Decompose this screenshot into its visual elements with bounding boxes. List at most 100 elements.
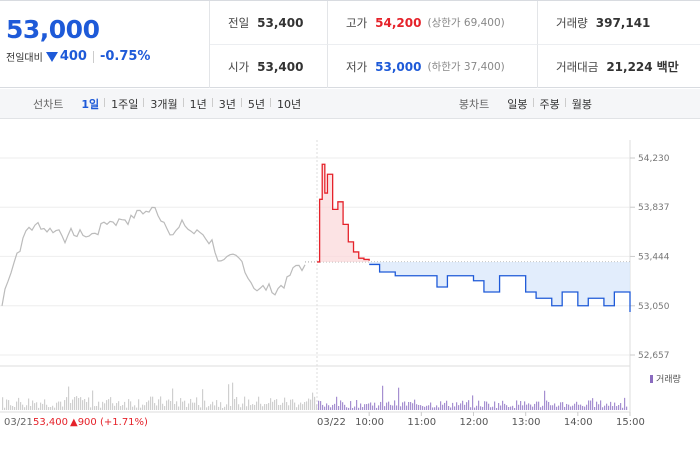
volume-bar xyxy=(148,400,149,410)
change-row: 전일대비 400 -0.75% xyxy=(6,49,209,64)
volume-bar xyxy=(220,402,221,410)
x-tick-label: 03/22 xyxy=(317,417,346,428)
volume-legend: 거래량 xyxy=(650,373,681,385)
volume-bar xyxy=(230,406,231,410)
volume-bar xyxy=(156,405,157,410)
volume-bar xyxy=(622,408,623,410)
volume-bar xyxy=(32,401,33,410)
volume-bar xyxy=(566,404,567,410)
volume-bar xyxy=(386,403,387,410)
volume-bar xyxy=(376,408,377,410)
volume-bar xyxy=(56,403,57,410)
volume-bar xyxy=(432,407,433,410)
volume-bar xyxy=(130,401,131,410)
volume-bar xyxy=(506,405,507,410)
volume-bar xyxy=(380,402,381,410)
candle-monthly[interactable]: 월봉 xyxy=(566,96,598,112)
volume-bar xyxy=(312,393,313,410)
volume-bar xyxy=(504,404,505,410)
volume-bar xyxy=(580,405,581,410)
period-1w[interactable]: 1주일 xyxy=(105,96,144,112)
period-3y[interactable]: 3년 xyxy=(213,96,242,112)
volume-bar xyxy=(558,406,559,410)
volume-bar xyxy=(392,406,393,410)
volume-bar xyxy=(36,402,37,410)
x-tick-label: 14:00 xyxy=(564,417,593,428)
volume-bar xyxy=(52,406,53,410)
volume-bar xyxy=(520,401,521,410)
volume-bar xyxy=(54,408,55,410)
volume-bar xyxy=(556,407,557,410)
candle-daily[interactable]: 일봉 xyxy=(501,96,533,112)
volume-bar xyxy=(366,404,367,410)
volume-bar xyxy=(422,406,423,410)
intraday-chart[interactable]: 54,230 53,837 53,444 53,050 52,657 03/22 10:0… xyxy=(0,120,700,450)
volume-bar xyxy=(508,407,509,410)
y-tick-label: 53,444 xyxy=(638,252,670,262)
volume-bar xyxy=(498,403,499,410)
volume-bar xyxy=(368,403,369,410)
candle-chart-label: 봉차트 xyxy=(459,96,489,112)
price-series xyxy=(2,164,630,312)
volume-bar xyxy=(616,406,617,410)
volume-bar xyxy=(450,407,451,410)
volume-bar xyxy=(50,407,51,410)
y-axis: 54,230 53,837 53,444 53,050 52,657 xyxy=(630,154,670,361)
volume-bar xyxy=(166,401,167,410)
volume-bar xyxy=(228,384,229,410)
volume-bar xyxy=(16,402,17,410)
volume-bar xyxy=(198,405,199,410)
volume-bar xyxy=(282,403,283,410)
volume-bar xyxy=(346,407,347,410)
volume-bar xyxy=(578,405,579,410)
prev-day-rate: (+1.71%) xyxy=(100,417,148,428)
volume-bar xyxy=(522,405,523,410)
period-1y[interactable]: 1년 xyxy=(184,96,213,112)
stat-open: 시가 53,400 xyxy=(210,45,327,88)
volume-bar xyxy=(398,388,399,410)
volume-bar xyxy=(60,402,61,410)
volume-bar xyxy=(286,402,287,410)
volume-bar xyxy=(90,407,91,410)
stats-grid: 전일 53,400 고가 54,200 (상한가 69,400) 거래량 397… xyxy=(210,1,700,87)
stat-label: 고가 xyxy=(346,15,367,31)
volume-bar xyxy=(310,400,311,410)
change-value: 400 xyxy=(60,49,87,64)
volume-bar xyxy=(124,402,125,410)
volume-bar xyxy=(106,400,107,410)
volume-bar xyxy=(202,389,203,410)
volume-bar xyxy=(490,407,491,410)
volume-bar xyxy=(510,407,511,410)
prev-day-change: ▲900 xyxy=(70,417,97,428)
period-1d[interactable]: 1일 xyxy=(75,96,105,112)
volume-bar xyxy=(406,406,407,410)
volume-bar xyxy=(232,383,233,410)
volume-bar xyxy=(416,404,417,410)
volume-bar xyxy=(122,405,123,410)
volume-bar xyxy=(240,407,241,410)
volume-bar xyxy=(182,402,183,410)
volume-bar xyxy=(162,404,163,410)
volume-bar xyxy=(290,400,291,410)
volume-bar xyxy=(602,407,603,410)
volume-bar xyxy=(200,407,201,410)
volume-bar xyxy=(158,399,159,410)
volume-bar xyxy=(174,404,175,410)
volume-bar xyxy=(64,400,65,410)
volume-bar xyxy=(190,399,191,410)
period-3m[interactable]: 3개월 xyxy=(144,96,183,112)
period-10y[interactable]: 10년 xyxy=(271,96,307,112)
volume-bar xyxy=(418,405,419,410)
volume-bar xyxy=(10,405,11,410)
volume-bar xyxy=(442,405,443,410)
volume-bar xyxy=(484,401,485,410)
volume-bar xyxy=(302,404,303,410)
volume-bar xyxy=(164,406,165,410)
stat-volume: 거래량 397,141 xyxy=(537,1,700,45)
volume-bar xyxy=(316,404,317,410)
period-5y[interactable]: 5년 xyxy=(242,96,271,112)
x-tick-label: 11:00 xyxy=(407,417,436,428)
volume-bar xyxy=(154,403,155,410)
candle-weekly[interactable]: 주봉 xyxy=(534,96,566,112)
